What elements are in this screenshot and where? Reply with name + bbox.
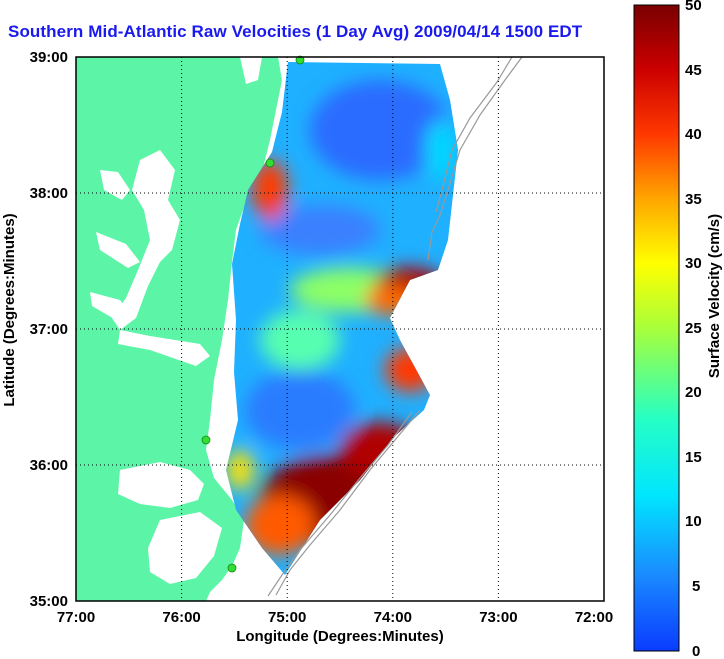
y-tick-label: 39:00 — [30, 49, 68, 66]
x-tick-label: 73:00 — [479, 609, 517, 626]
colorbar-tick-label: 35 — [685, 191, 702, 208]
y-tick-label: 38:00 — [30, 185, 68, 202]
x-tick-label: 76:00 — [162, 609, 200, 626]
colorbar-label: Surface Velocity (cm/s) — [706, 214, 723, 378]
x-tick-label: 75:00 — [268, 609, 306, 626]
radar-site-marker — [265, 158, 275, 168]
land-mass — [76, 57, 282, 601]
x-tick-label: 74:00 — [374, 609, 412, 626]
y-axis-label: Latitude (Degrees:Minutes) — [1, 213, 18, 406]
x-axis: 77:00 76:00 75:00 74:00 73:00 72:00 Long… — [57, 609, 613, 645]
radar-site-marker — [227, 563, 237, 573]
grid-lines — [76, 57, 604, 601]
colorbar-tick-label: 0 — [692, 643, 700, 659]
colorbar-tick-label: 40 — [685, 126, 702, 143]
colorbar-tick-label: 30 — [685, 255, 702, 272]
colorbar: 50 45 40 35 30 25 20 15 10 5 0 Surface V… — [633, 0, 723, 659]
x-tick-label: 72:00 — [575, 609, 613, 626]
colorbar-tick-label: 45 — [685, 62, 702, 79]
y-tick-label: 35:00 — [30, 593, 68, 610]
colorbar-tick-label: 15 — [685, 449, 702, 466]
radar-site-marker — [201, 435, 211, 445]
x-tick-label: 77:00 — [57, 609, 95, 626]
x-axis-label: Longitude (Degrees:Minutes) — [236, 628, 444, 645]
map-plot-area — [75, 55, 605, 602]
colorbar-tick-label: 25 — [685, 320, 702, 337]
colorbar-gradient — [633, 4, 680, 652]
y-tick-label: 37:00 — [30, 321, 68, 338]
radar-site-marker — [295, 55, 305, 65]
colorbar-tick-label: 20 — [685, 384, 702, 401]
bathymetry-contours — [267, 56, 523, 597]
colorbar-tick-label: 50 — [685, 0, 702, 14]
map-title: Southern Mid-Atlantic Raw Velocities (1 … — [8, 22, 583, 41]
y-axis: 39:00 38:00 37:00 36:00 35:00 Latitude (… — [1, 49, 68, 610]
plot-frame — [75, 56, 605, 602]
colorbar-tick-label: 10 — [685, 513, 702, 530]
y-tick-label: 36:00 — [30, 457, 68, 474]
radar-site-markers — [201, 55, 305, 573]
colorbar-tick-label: 5 — [692, 578, 700, 595]
